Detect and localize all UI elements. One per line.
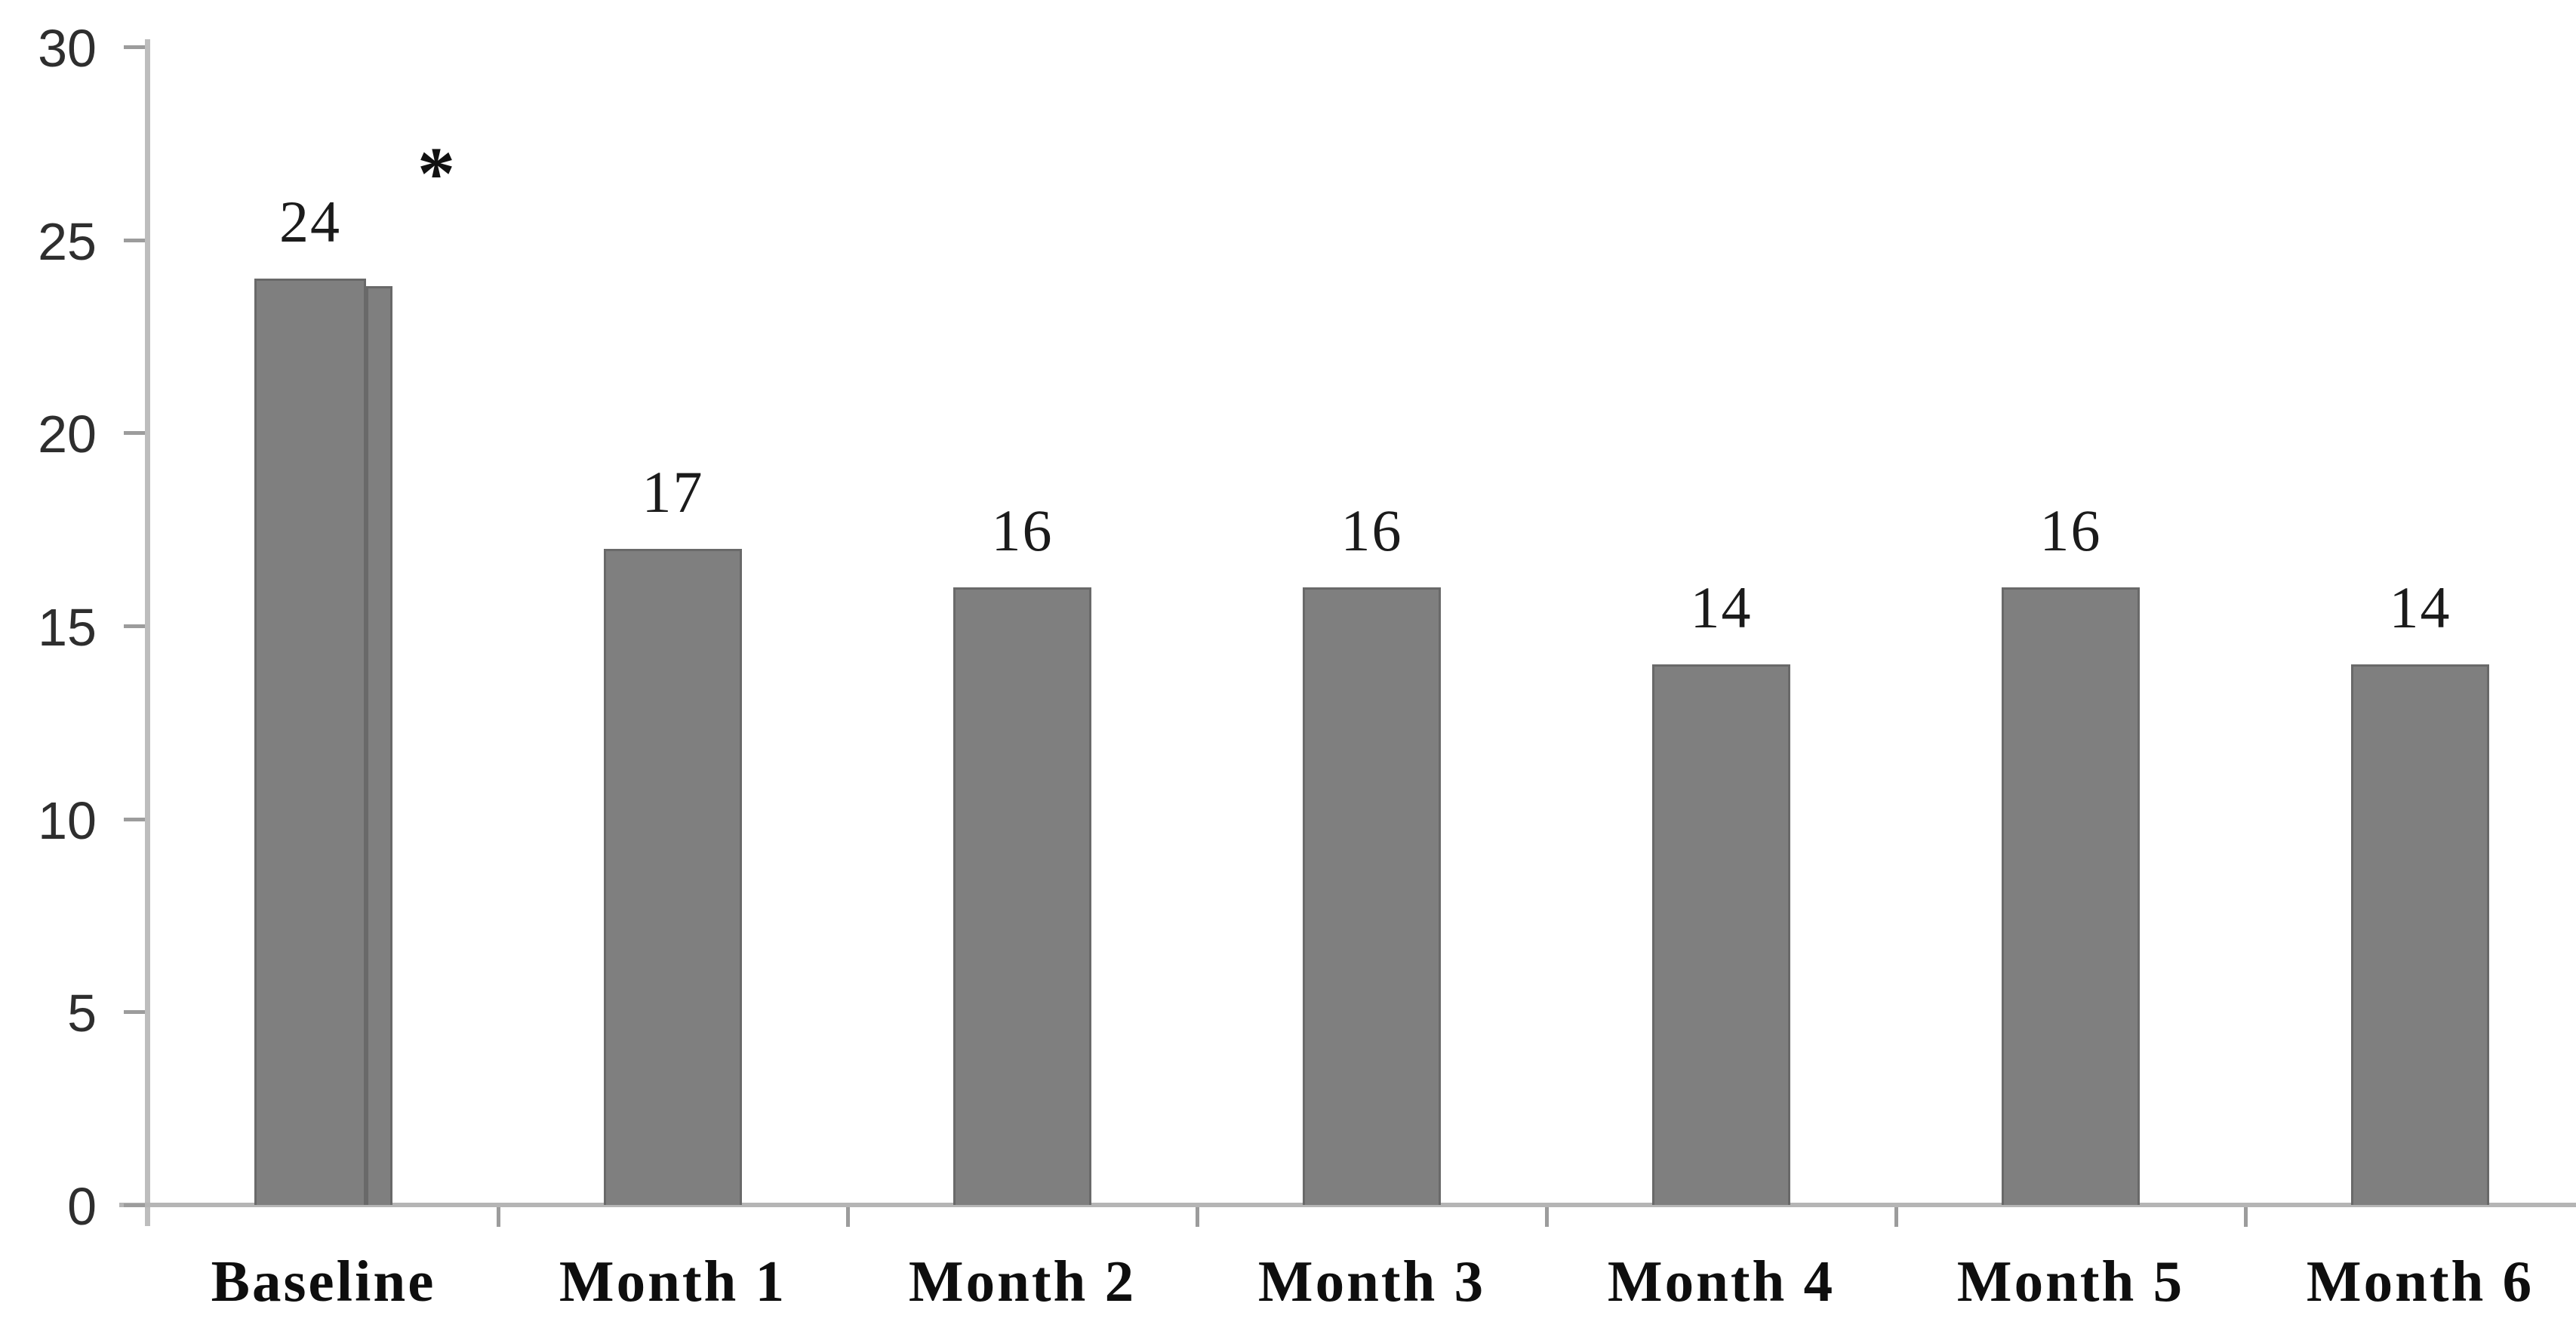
bar-value-label: 16	[2039, 497, 2102, 563]
bar	[2351, 664, 2489, 1205]
bar	[604, 548, 742, 1205]
x-axis-line	[119, 1203, 2576, 1207]
y-axis-line	[145, 39, 150, 1226]
y-axis-tick	[124, 1203, 145, 1207]
y-axis-tick	[124, 45, 145, 49]
y-axis-tick-label: 0	[67, 1177, 97, 1236]
bar-overlay-step	[366, 286, 392, 1205]
x-axis-category-label: Baseline	[211, 1249, 436, 1314]
y-axis-tick	[124, 238, 145, 242]
x-axis-tick	[497, 1207, 500, 1227]
y-axis-tick-label: 25	[38, 211, 97, 271]
y-axis-tick-label: 5	[67, 984, 97, 1043]
x-axis-category-label: Month 5	[1956, 1249, 2185, 1314]
bar-value-label: 17	[642, 458, 704, 525]
x-axis-tick	[846, 1207, 850, 1227]
x-axis-tick	[1196, 1207, 1199, 1227]
y-axis-tick	[124, 431, 145, 436]
y-axis-tick	[124, 1010, 145, 1015]
bar	[254, 278, 366, 1205]
y-axis-tick	[124, 624, 145, 628]
bar-value-label: 16	[991, 497, 1054, 563]
y-axis-tick	[124, 817, 145, 821]
x-axis-tick	[2244, 1207, 2248, 1227]
bar	[2002, 587, 2140, 1205]
y-axis-tick-label: 10	[38, 790, 97, 850]
bar	[1303, 587, 1441, 1205]
x-axis-category-label: Month 1	[559, 1249, 787, 1314]
bar-value-label: 14	[1690, 575, 1753, 641]
y-axis-tick-label: 15	[38, 598, 97, 657]
x-axis-tick	[1545, 1207, 1549, 1227]
bar-value-label: 24	[279, 188, 341, 254]
bar	[953, 587, 1091, 1205]
significance-asterisk: *	[417, 131, 455, 215]
y-axis-tick-label: 30	[38, 19, 97, 78]
x-axis-category-label: Month 6	[2306, 1249, 2534, 1314]
bar	[1652, 664, 1790, 1205]
y-axis-tick-label: 20	[38, 405, 97, 464]
bar-value-label: 16	[1340, 497, 1403, 563]
x-axis-category-label: Month 2	[908, 1249, 1137, 1314]
x-axis-category-label: Month 4	[1607, 1249, 1836, 1314]
bar-value-label: 14	[2389, 575, 2451, 641]
x-axis-tick	[1894, 1207, 1898, 1227]
x-axis-category-label: Month 3	[1257, 1249, 1486, 1314]
